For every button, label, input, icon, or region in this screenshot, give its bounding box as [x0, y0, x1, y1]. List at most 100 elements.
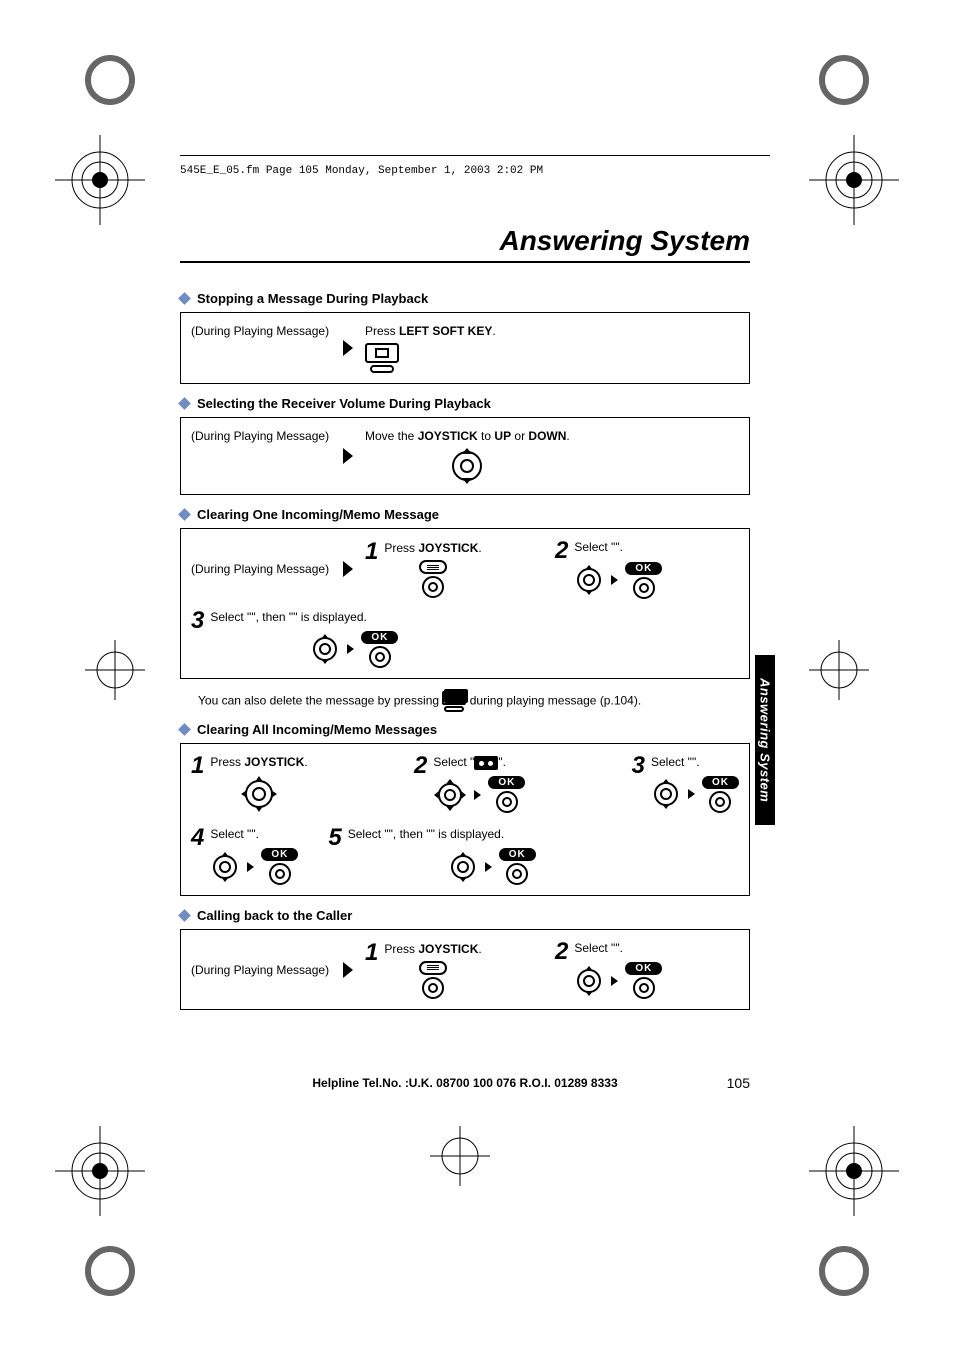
joystick-ring-icon: [269, 863, 291, 885]
note-b: during playing message (p.104).: [470, 693, 641, 707]
joystick-label: JOYSTICK: [418, 429, 478, 443]
reg-mark-bl: [55, 1126, 145, 1216]
ok-pill-icon: OK: [261, 848, 298, 861]
arrow-right-icon: [247, 862, 254, 872]
diamond-icon: [178, 292, 191, 305]
arrow-right-icon: [343, 962, 353, 978]
down-label: DOWN: [528, 429, 566, 443]
select-end: ".: [615, 540, 623, 554]
joystick-updown-icon: [651, 779, 681, 809]
joystick-label: JOYSTICK: [244, 755, 304, 769]
select-label: Select ": [651, 755, 692, 769]
diamond-icon: [178, 909, 191, 922]
dot: .: [566, 429, 569, 443]
arrow-right-icon: [343, 448, 353, 464]
select-label: Select ": [348, 827, 389, 841]
dot: .: [304, 755, 307, 769]
during-playing: (During Playing Message): [191, 962, 331, 978]
step-number: 1: [191, 754, 204, 778]
note-line: You can also delete the message by press…: [198, 691, 750, 712]
move-label: Move the: [365, 429, 418, 443]
section-clear-all-text: Clearing All Incoming/Memo Messages: [197, 722, 437, 737]
select-label: Select ": [210, 610, 251, 624]
panel-clear-all: 1 Press JOYSTICK. 2 Select "".: [180, 743, 750, 896]
joystick-ring-icon: [422, 576, 444, 598]
x-key-icon: ✕: [442, 691, 466, 712]
reg-mark-br: [809, 1126, 899, 1216]
step-number: 3: [191, 609, 204, 633]
corner-tr: [819, 55, 869, 105]
diamond-icon: [178, 397, 191, 410]
left-soft-key-icon: [365, 343, 399, 363]
select-end: ".: [251, 827, 259, 841]
during-playing: (During Playing Message): [191, 428, 331, 444]
step-number: 2: [555, 940, 568, 964]
displayed-label: " is displayed.: [431, 827, 505, 841]
arrow-right-icon: [347, 644, 354, 654]
joystick-updown-icon: [574, 565, 604, 595]
panel-stop: (During Playing Message) Press LEFT SOFT…: [180, 312, 750, 384]
select-end: ".: [692, 755, 700, 769]
during-playing: (During Playing Message): [191, 561, 331, 577]
note-a: You can also delete the message by press…: [198, 693, 442, 707]
reg-mark-tr: [809, 135, 899, 225]
then-label: ", then ": [389, 827, 431, 841]
corner-br: [819, 1246, 869, 1296]
up-label: UP: [494, 429, 511, 443]
section-clear-all-title: Clearing All Incoming/Memo Messages: [180, 722, 750, 737]
section-stop-text: Stopping a Message During Playback: [197, 291, 428, 306]
ok-pill-icon: OK: [499, 848, 536, 861]
reg-mark-bc: [430, 1126, 490, 1186]
reg-mark-tl: [55, 135, 145, 225]
joystick-ring-icon: [633, 577, 655, 599]
panel-clear-one: (During Playing Message) 1 Press JOYSTIC…: [180, 528, 750, 678]
key-base-icon: [370, 365, 394, 373]
joystick-updown-icon: [310, 634, 340, 664]
step-number: 1: [365, 941, 378, 965]
select-end: ".: [615, 941, 623, 955]
step-number: 5: [328, 826, 341, 850]
arrow-right-icon: [343, 340, 353, 356]
arrow-right-icon: [611, 575, 618, 585]
joystick-ring-icon: [709, 791, 731, 813]
select-label: Select ": [574, 941, 615, 955]
then-label: ", then ": [251, 610, 293, 624]
ok-pill-icon: OK: [702, 776, 739, 789]
select-label: Select ": [433, 755, 474, 769]
section-volume-text: Selecting the Receiver Volume During Pla…: [197, 396, 491, 411]
header-rule: [180, 155, 770, 156]
menu-button-icon: [419, 560, 447, 574]
joystick-updown-icon: [210, 852, 240, 882]
joystick-ring-icon: [496, 791, 518, 813]
joystick-ring-icon: [506, 863, 528, 885]
dot: .: [478, 942, 481, 956]
or-label: or: [511, 429, 528, 443]
press-label: Press: [365, 324, 399, 338]
joystick-all-icon: [433, 778, 467, 812]
during-playing: (During Playing Message): [191, 323, 331, 339]
press-label: Press: [384, 942, 418, 956]
diamond-icon: [178, 723, 191, 736]
joystick-label: JOYSTICK: [418, 541, 478, 555]
page-title: Answering System: [180, 225, 750, 263]
step-number: 4: [191, 826, 204, 850]
joystick-updown-icon: [449, 448, 485, 484]
side-tab: Answering System: [755, 655, 775, 825]
select-end: ".: [498, 755, 506, 769]
arrow-right-icon: [474, 790, 481, 800]
step-number: 2: [414, 754, 427, 778]
panel-volume: (During Playing Message) Move the JOYSTI…: [180, 417, 750, 495]
arrow-right-icon: [611, 976, 618, 986]
select-label: Select ": [574, 540, 615, 554]
step-number: 2: [555, 539, 568, 563]
select-label: Select ": [210, 827, 251, 841]
reg-mark-ml: [85, 640, 145, 700]
panel-callback: (During Playing Message) 1 Press JOYSTIC…: [180, 929, 750, 1010]
ok-pill-icon: OK: [625, 962, 662, 975]
joystick-ring-icon: [633, 977, 655, 999]
ok-pill-icon: OK: [625, 562, 662, 575]
arrow-right-icon: [688, 789, 695, 799]
menu-button-icon: [419, 961, 447, 975]
displayed-label: " is displayed.: [293, 610, 367, 624]
joystick-updown-icon: [448, 852, 478, 882]
